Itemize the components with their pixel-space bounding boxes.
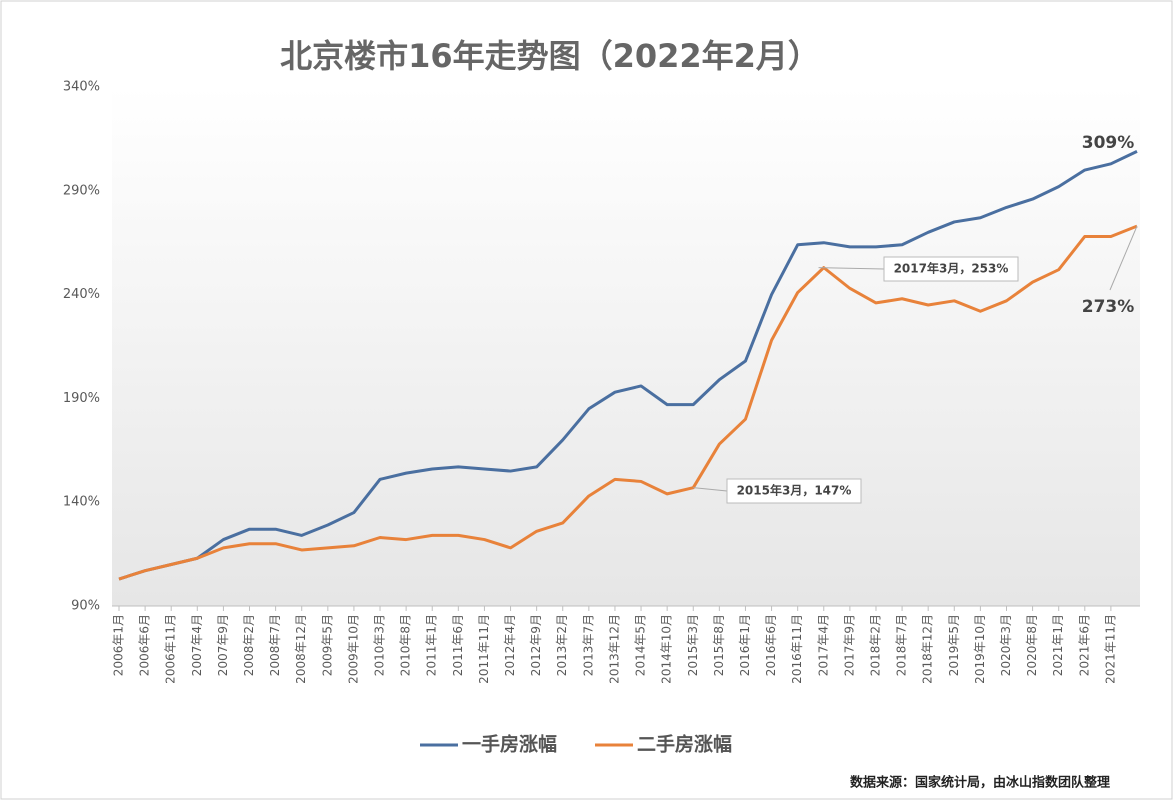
x-tick-label: 2013年7月 (581, 614, 595, 676)
x-tick-label: 2009年10月 (346, 614, 360, 684)
x-tick-label: 2007年9月 (216, 614, 230, 676)
x-tick-label: 2021年11月 (1103, 614, 1117, 684)
x-tick-label: 2008年2月 (242, 614, 256, 676)
x-tick-label: 2020年8月 (1025, 614, 1039, 676)
x-tick-label: 2012年9月 (529, 614, 543, 676)
x-tick-label: 2014年5月 (634, 614, 648, 676)
legend-label: 一手房涨幅 (462, 733, 557, 756)
x-tick-label: 2018年2月 (868, 614, 882, 676)
x-tick-label: 2009年5月 (320, 614, 334, 676)
x-tick-label: 2011年11月 (477, 614, 491, 684)
x-tick-label: 2019年10月 (973, 614, 987, 684)
callout-label: 2015年3月，147% (737, 483, 852, 498)
callout-line (693, 487, 728, 492)
y-tick-label: 290% (63, 183, 100, 198)
x-tick-label: 2017年9月 (842, 614, 856, 676)
x-tick-label: 2020年3月 (999, 614, 1013, 676)
x-tick-label: 2011年6月 (451, 614, 465, 676)
end-label: 273% (1082, 297, 1135, 317)
x-tick-label: 2008年12月 (294, 614, 308, 684)
x-tick-label: 2011年1月 (425, 614, 439, 676)
x-tick-label: 2016年6月 (764, 614, 778, 676)
x-tick-label: 2019年5月 (947, 614, 961, 676)
x-tick-label: 2006年1月 (112, 614, 126, 676)
callout-line (1109, 225, 1138, 291)
series-line (118, 150, 1138, 581)
series-line (118, 224, 1138, 581)
y-tick-label: 190% (63, 391, 100, 406)
callout-box (883, 256, 1019, 282)
x-tick-label: 2018年7月 (895, 614, 909, 676)
x-tick-label: 2015年8月 (712, 614, 726, 676)
x-tick-label: 2015年3月 (686, 614, 700, 676)
callout-box (726, 478, 862, 504)
callout-label: 2017年3月，253% (894, 261, 1009, 276)
x-tick-label: 2006年6月 (138, 614, 152, 676)
legend-label: 二手房涨幅 (637, 733, 732, 756)
source-note: 数据来源：国家统计局，由冰山指数团队整理 (850, 775, 1110, 791)
callout-line (818, 267, 885, 270)
x-tick-label: 2006年11月 (164, 614, 178, 684)
x-tick-label: 2008年7月 (268, 614, 282, 676)
x-tick-label: 2016年11月 (790, 614, 804, 684)
y-tick-label: 340% (63, 80, 100, 95)
x-tick-label: 2010年8月 (399, 614, 413, 676)
x-tick-label: 2007年4月 (190, 614, 204, 676)
x-tick-label: 2021年1月 (1051, 614, 1065, 676)
x-tick-label: 2016年1月 (738, 614, 752, 676)
y-tick-label: 240% (63, 287, 100, 302)
chart-title: 北京楼市16年走势图（2022年2月） (280, 37, 820, 75)
x-tick-label: 2012年4月 (503, 614, 517, 676)
end-label: 309% (1082, 133, 1135, 153)
x-tick-label: 2014年10月 (660, 614, 674, 684)
x-tick-label: 2017年4月 (816, 614, 830, 676)
x-tick-label: 2021年6月 (1077, 614, 1091, 676)
x-tick-label: 2013年12月 (607, 614, 621, 684)
x-tick-label: 2010年3月 (373, 614, 387, 676)
x-tick-label: 2013年2月 (555, 614, 569, 676)
x-tick-label: 2018年12月 (921, 614, 935, 684)
y-tick-label: 90% (71, 599, 100, 614)
plot-area (112, 87, 1140, 606)
y-tick-label: 140% (63, 495, 100, 510)
